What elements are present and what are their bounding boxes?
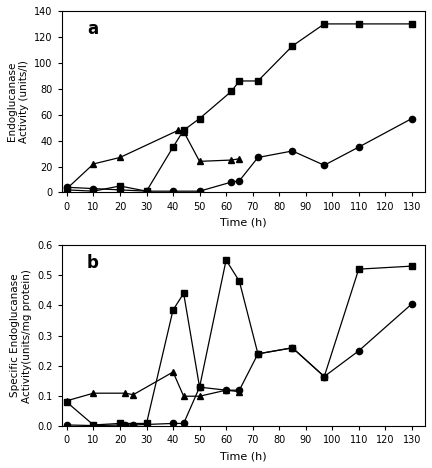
- X-axis label: Time (h): Time (h): [220, 451, 267, 461]
- Y-axis label: Endoglucanase
Activity (units/l): Endoglucanase Activity (units/l): [7, 60, 29, 143]
- Text: a: a: [87, 20, 98, 38]
- Text: b: b: [87, 254, 99, 272]
- X-axis label: Time (h): Time (h): [220, 217, 267, 227]
- Y-axis label: Specific Endoglucanase
Activity(units/mg protein): Specific Endoglucanase Activity(units/mg…: [10, 269, 32, 402]
